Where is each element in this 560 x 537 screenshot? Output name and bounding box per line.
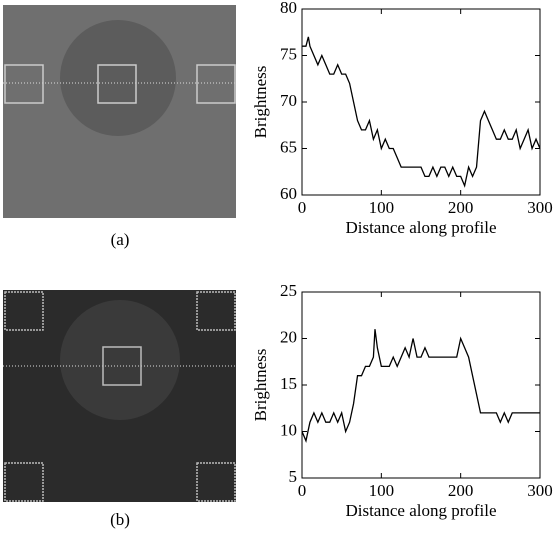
- roi: [4, 64, 44, 104]
- roi: [102, 346, 142, 386]
- panel-label: (a): [111, 230, 130, 249]
- y-tick-label: 75: [280, 44, 297, 63]
- roi: [196, 64, 236, 104]
- x-tick-label: 0: [298, 481, 307, 500]
- y-tick-label: 5: [289, 467, 298, 486]
- y-tick-label: 60: [280, 184, 297, 203]
- y-axis-label: Brightness: [251, 66, 270, 139]
- y-tick-label: 70: [280, 91, 297, 110]
- y-tick-label: 25: [280, 281, 297, 300]
- roi: [4, 462, 44, 502]
- y-axis-label: Brightness: [251, 349, 270, 422]
- roi: [4, 291, 44, 331]
- x-tick-label: 100: [369, 481, 395, 500]
- data-line: [301, 329, 540, 443]
- roi: [196, 462, 236, 502]
- x-tick-label: 200: [448, 198, 474, 217]
- image-a: [3, 5, 236, 218]
- y-tick-label: 65: [280, 137, 297, 156]
- image-b: [3, 290, 236, 502]
- panel-label: (b): [110, 510, 130, 529]
- plot-frame: [301, 291, 541, 479]
- x-tick-label: 300: [527, 198, 553, 217]
- x-tick-label: 0: [298, 198, 307, 217]
- y-tick-label: 80: [280, 0, 297, 17]
- x-tick-label: 300: [527, 481, 553, 500]
- image-disk: [60, 20, 176, 136]
- roi: [97, 64, 137, 104]
- x-tick-label: 200: [448, 481, 474, 500]
- y-tick-label: 10: [280, 420, 297, 439]
- image-disk: [60, 300, 180, 420]
- y-tick-label: 20: [280, 327, 297, 346]
- data-line: [302, 36, 541, 188]
- roi: [196, 291, 236, 331]
- x-axis-label: Distance along profile: [345, 218, 496, 237]
- y-tick-label: 15: [280, 374, 297, 393]
- x-axis-label: Distance along profile: [345, 501, 496, 520]
- x-tick-label: 100: [369, 198, 395, 217]
